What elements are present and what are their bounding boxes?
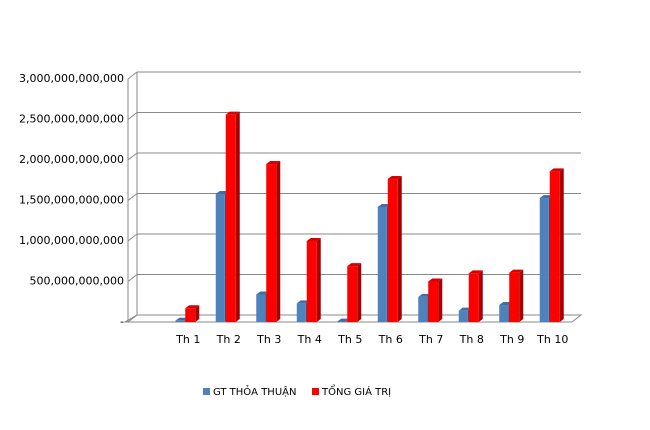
tick-mark xyxy=(127,112,138,120)
bar xyxy=(509,272,520,322)
bar-side xyxy=(438,278,443,322)
bar xyxy=(539,198,549,322)
bar-side xyxy=(397,176,402,322)
bar-top xyxy=(175,317,189,321)
bar xyxy=(468,273,479,322)
legend-swatch xyxy=(312,388,319,395)
bar xyxy=(499,304,509,322)
bar-top xyxy=(418,293,432,297)
bar xyxy=(225,114,236,322)
bar xyxy=(256,294,266,322)
bar xyxy=(428,281,439,322)
tick-mark xyxy=(127,193,138,201)
bar-top xyxy=(468,270,483,274)
y-tick-label: 1,500,000,000,000 xyxy=(19,194,124,207)
bar-top xyxy=(225,111,240,115)
bar-top xyxy=(256,291,270,295)
bar-top xyxy=(266,161,281,165)
tick-mark xyxy=(127,152,138,161)
bar-top xyxy=(215,191,229,195)
legend-swatch xyxy=(203,388,210,395)
bar xyxy=(387,179,398,322)
x-tick-label: Th 2 xyxy=(216,333,241,346)
y-tick-label: 3,000,000,000,000 xyxy=(19,72,124,85)
y-tick-label: 2,500,000,000,000 xyxy=(19,113,124,126)
bar-top xyxy=(387,176,402,180)
tick-mark xyxy=(127,274,138,282)
bar-side xyxy=(316,238,321,322)
bar xyxy=(296,303,306,322)
bar-top xyxy=(337,318,351,322)
x-tick-label: Th 1 xyxy=(175,333,200,346)
legend-label: GT THỎA THUẬN xyxy=(213,384,296,398)
bar-top xyxy=(539,195,553,199)
bar-side xyxy=(235,111,240,322)
bar-top xyxy=(347,263,362,267)
tick-mark xyxy=(127,233,138,242)
x-tick-label: Th 6 xyxy=(378,333,403,346)
bar xyxy=(377,206,387,322)
bar-side xyxy=(519,269,524,322)
x-tick-label: Th 5 xyxy=(337,333,362,346)
y-tick-label: 500,000,000,000 xyxy=(30,275,124,288)
x-tick-label: Th 3 xyxy=(256,333,281,346)
bar-top xyxy=(499,301,513,305)
bar-top xyxy=(509,269,524,273)
x-tick-label: Th 10 xyxy=(536,333,568,346)
bar-top xyxy=(296,300,310,304)
bar-top xyxy=(428,278,443,282)
x-tick-label: Th 7 xyxy=(418,333,443,346)
bar xyxy=(347,266,358,322)
x-tick-label: Th 8 xyxy=(459,333,484,346)
bar-side xyxy=(357,263,362,322)
bar-top xyxy=(377,203,391,207)
bar xyxy=(175,320,185,322)
bar-side xyxy=(276,161,281,322)
bar xyxy=(185,308,196,322)
y-tick-label: 1,000,000,000,000 xyxy=(19,234,124,247)
bar xyxy=(458,310,468,322)
tick-mark xyxy=(127,71,138,80)
x-tick-label: Th 9 xyxy=(499,333,524,346)
bar xyxy=(215,194,225,322)
bar-side xyxy=(559,168,564,322)
x-tick-label: Th 4 xyxy=(297,333,322,346)
bar-side xyxy=(195,305,200,322)
bar-side xyxy=(478,270,483,322)
bar-top xyxy=(458,307,472,311)
bar-top xyxy=(549,168,564,172)
y-tick-label: 2,000,000,000,000 xyxy=(19,153,124,166)
bar xyxy=(266,164,277,322)
legend-label: TỔNG GIÁ TRỊ xyxy=(321,383,391,398)
bar xyxy=(549,171,560,322)
bar-top xyxy=(185,305,200,309)
bar xyxy=(418,296,428,322)
y-tick-label: - xyxy=(120,315,124,328)
tick-mark xyxy=(127,314,138,323)
bar xyxy=(306,241,317,322)
bar-top xyxy=(306,238,321,241)
